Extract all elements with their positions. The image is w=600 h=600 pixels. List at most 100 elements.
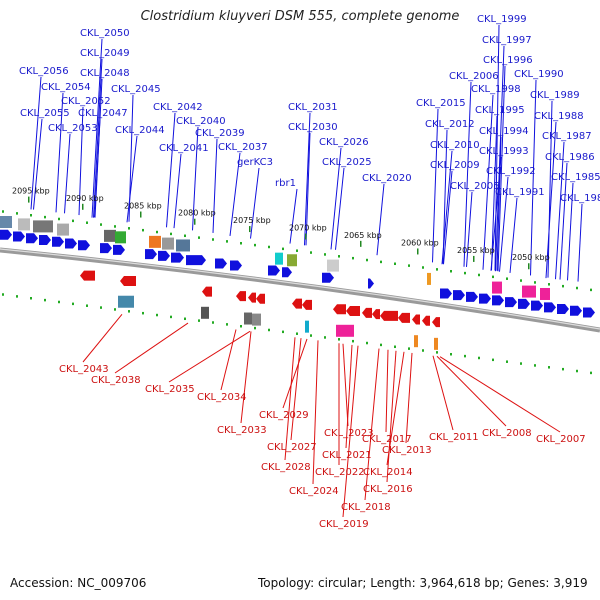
kbp-tick (140, 211, 142, 218)
forward-leader-line (577, 203, 583, 282)
forward-leader-line (376, 183, 385, 256)
strand-tick (58, 217, 60, 221)
forward-gene-label: CKL_2054 (41, 82, 91, 93)
strand-tick (534, 364, 536, 367)
forward-gene-box (522, 285, 536, 298)
reverse-gene-arrow (80, 270, 95, 281)
strand-tick (338, 255, 340, 258)
strand-tick (296, 332, 298, 335)
forward-leader-line (335, 167, 345, 250)
kbp-label: 2055 kbp (457, 246, 495, 255)
strand-tick (464, 354, 466, 358)
reverse-gene-label: CKL_2018 (341, 502, 391, 513)
forward-leader-line (491, 115, 498, 271)
strand-tick (30, 213, 32, 217)
forward-gene-arrow (453, 290, 465, 301)
reverse-gene-label: CKL_2035 (145, 384, 195, 395)
strand-tick (492, 358, 494, 362)
forward-leader-line (94, 118, 101, 218)
reverse-gene-label: CKL_2023 (324, 428, 374, 439)
strand-tick (352, 339, 354, 343)
forward-leader-line (212, 138, 218, 233)
forward-leader-line (289, 188, 298, 244)
reverse-leader-line (284, 337, 296, 461)
forward-gene-label: CKL_2045 (111, 84, 161, 95)
forward-gene-box (540, 287, 550, 300)
strand-tick (576, 286, 578, 290)
strand-tick (282, 330, 284, 334)
reverse-gene-arrow (333, 304, 346, 315)
forward-gene-arrow (479, 293, 491, 304)
forward-gene-arrow (65, 238, 77, 249)
reverse-gene-arrow (256, 293, 265, 304)
strand-tick (86, 304, 88, 307)
reverse-leader-line (405, 352, 413, 444)
strand-tick (254, 243, 256, 247)
forward-gene-arrow (0, 229, 12, 240)
reverse-features (80, 270, 440, 350)
strand-tick (422, 349, 424, 352)
forward-leader-line (494, 24, 500, 271)
forward-leader-line (466, 191, 473, 267)
kbp-tick (473, 255, 475, 262)
strand-tick (450, 352, 452, 356)
forward-gene-arrow (268, 265, 280, 276)
forward-leader-line (126, 135, 138, 223)
kbp-tick (249, 226, 251, 233)
strand-tick (548, 366, 550, 369)
forward-gene-label: CKL_2006 (449, 71, 499, 82)
strand-tick (492, 275, 494, 279)
reverse-gene-label: CKL_2019 (319, 519, 369, 530)
kbp-label: 2095 kbp (12, 187, 50, 196)
reverse-gene-arrow (412, 314, 420, 325)
forward-leader-line (490, 156, 502, 271)
reverse-leader-line (439, 356, 561, 433)
forward-leader-line (443, 170, 453, 265)
forward-gene-box (492, 281, 502, 294)
reverse-gene-arrow (202, 286, 212, 297)
forward-gene-label: CKL_2050 (80, 28, 130, 39)
strand-tick (100, 306, 102, 309)
forward-gene-arrow (440, 288, 452, 299)
reverse-gene-box (305, 320, 309, 333)
strand-tick (100, 223, 102, 226)
kbp-label: 2075 kbp (233, 216, 271, 225)
forward-gene-label: CKL_2042 (153, 102, 203, 113)
forward-gene-label: CKL_1999 (477, 14, 527, 25)
forward-leader-line (304, 112, 311, 246)
forward-gene-box (115, 231, 126, 244)
reverse-gene-label: CKL_2021 (322, 450, 372, 461)
forward-gene-label: CKL_2026 (319, 137, 369, 148)
strand-tick (156, 230, 158, 234)
forward-gene-label: CKL_2005 (450, 181, 500, 192)
reverse-leader-line (342, 345, 359, 518)
strand-tick (590, 288, 592, 292)
strand-tick (128, 310, 130, 313)
reverse-leader-line (282, 338, 308, 409)
strand-tick (408, 264, 410, 267)
forward-leader-line (305, 132, 311, 246)
kbp-label: 2065 kbp (344, 231, 382, 240)
reverse-gene-label: CKL_2033 (217, 425, 267, 436)
forward-features (0, 216, 595, 318)
forward-gene-label: CKL_2031 (288, 102, 338, 113)
strand-tick (562, 367, 564, 371)
strand-tick (506, 360, 508, 363)
forward-leader-line (173, 153, 182, 229)
strand-tick (184, 317, 186, 321)
forward-gene-label: CKL_1985 (551, 172, 600, 183)
forward-gene-label: CKL_2037 (218, 142, 268, 153)
strand-tick (16, 295, 18, 298)
forward-leader-line (432, 108, 439, 263)
forward-gene-arrow (52, 236, 64, 247)
forward-leader-line (55, 92, 64, 213)
strand-tick (422, 266, 424, 269)
forward-gene-label: CKL_1989 (530, 90, 580, 101)
strand-tick (380, 260, 382, 264)
reverse-gene-box (252, 313, 261, 326)
genome-title: Clostridium kluyveri DSM 555, complete g… (140, 9, 460, 24)
reverse-leader-line (345, 344, 353, 449)
reverse-gene-box (201, 306, 209, 319)
kbp-scale: 2095 kbp 2090 kbp 2085 kbp 2080 kbp 2075 kbp… (12, 187, 550, 270)
forward-gene-label: gerKC3 (237, 157, 273, 168)
